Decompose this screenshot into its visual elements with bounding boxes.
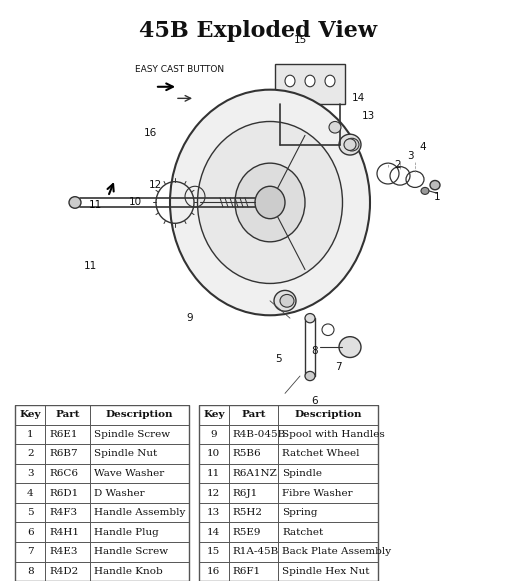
- Text: 1: 1: [27, 430, 34, 439]
- Text: 8: 8: [27, 567, 34, 576]
- Text: 45B Exploded View: 45B Exploded View: [139, 20, 377, 42]
- Text: Description: Description: [294, 410, 362, 419]
- Ellipse shape: [344, 139, 356, 150]
- Text: R4E3: R4E3: [49, 547, 78, 556]
- FancyBboxPatch shape: [275, 63, 345, 104]
- Text: Spring: Spring: [282, 508, 318, 517]
- Ellipse shape: [255, 186, 285, 219]
- Text: D Washer: D Washer: [94, 488, 144, 498]
- Text: Part: Part: [241, 410, 266, 419]
- Text: Wave Washer: Wave Washer: [94, 469, 164, 478]
- Text: R6J1: R6J1: [233, 488, 258, 498]
- Text: 16: 16: [143, 128, 157, 138]
- Text: EASY CAST BUTTON: EASY CAST BUTTON: [135, 65, 224, 74]
- Text: 10: 10: [128, 197, 142, 207]
- Ellipse shape: [345, 139, 359, 151]
- Text: Ratchet: Ratchet: [282, 528, 324, 537]
- Text: Description: Description: [105, 410, 173, 419]
- Ellipse shape: [339, 337, 361, 357]
- Text: Handle Knob: Handle Knob: [94, 567, 162, 576]
- Text: 11: 11: [207, 469, 220, 478]
- Text: Spindle: Spindle: [282, 469, 322, 478]
- Text: R5E9: R5E9: [233, 528, 261, 537]
- Text: 9: 9: [210, 430, 217, 439]
- Ellipse shape: [170, 90, 370, 315]
- Text: R4B-045B: R4B-045B: [233, 430, 286, 439]
- Ellipse shape: [329, 122, 341, 133]
- Text: 10: 10: [207, 450, 220, 458]
- Circle shape: [285, 75, 295, 87]
- Text: 5: 5: [27, 508, 34, 517]
- Text: 6: 6: [312, 396, 318, 406]
- Ellipse shape: [280, 295, 294, 307]
- Text: 9: 9: [187, 313, 193, 323]
- Text: R6A1NZ: R6A1NZ: [233, 469, 278, 478]
- Text: 14: 14: [207, 528, 220, 537]
- Text: Handle Assembly: Handle Assembly: [94, 508, 185, 517]
- Ellipse shape: [305, 313, 315, 323]
- Text: R6B7: R6B7: [49, 450, 78, 458]
- Text: Key: Key: [20, 410, 41, 419]
- Text: Spool with Handles: Spool with Handles: [282, 430, 385, 439]
- Text: 14: 14: [352, 93, 364, 103]
- Text: Ratchet Wheel: Ratchet Wheel: [282, 450, 360, 458]
- Text: R6C6: R6C6: [49, 469, 78, 478]
- Text: Back Plate Assembly: Back Plate Assembly: [282, 547, 391, 556]
- Text: Handle Screw: Handle Screw: [94, 547, 168, 556]
- Text: Spindle Screw: Spindle Screw: [94, 430, 170, 439]
- Text: R5B6: R5B6: [233, 450, 261, 458]
- Ellipse shape: [430, 180, 440, 190]
- Text: 13: 13: [361, 111, 375, 121]
- Text: 15: 15: [207, 547, 220, 556]
- Text: 8: 8: [312, 346, 318, 356]
- Text: R4F3: R4F3: [49, 508, 77, 517]
- Text: Spindle Hex Nut: Spindle Hex Nut: [282, 567, 370, 576]
- Ellipse shape: [305, 372, 315, 380]
- Text: Spindle Nut: Spindle Nut: [94, 450, 157, 458]
- Text: 11: 11: [83, 261, 97, 271]
- Text: 11: 11: [88, 200, 102, 210]
- Text: R6D1: R6D1: [49, 488, 78, 498]
- Text: R1A-45B: R1A-45B: [233, 547, 279, 556]
- Text: 7: 7: [27, 547, 34, 556]
- Text: Handle Plug: Handle Plug: [94, 528, 159, 537]
- Ellipse shape: [274, 291, 296, 311]
- Text: R5H2: R5H2: [233, 508, 263, 517]
- Text: R4H1: R4H1: [49, 528, 79, 537]
- Ellipse shape: [197, 122, 342, 284]
- Text: 5: 5: [275, 353, 281, 364]
- Circle shape: [305, 75, 315, 87]
- Text: 1: 1: [434, 192, 440, 202]
- Text: R6F1: R6F1: [233, 567, 261, 576]
- Text: Fibre Washer: Fibre Washer: [282, 488, 353, 498]
- Text: 4: 4: [420, 142, 427, 152]
- Ellipse shape: [339, 134, 361, 155]
- Bar: [16, 405, 189, 581]
- Text: Part: Part: [55, 410, 80, 419]
- Text: 13: 13: [207, 508, 220, 517]
- Text: 6: 6: [27, 528, 34, 537]
- Text: 4: 4: [27, 488, 34, 498]
- Text: Key: Key: [203, 410, 224, 419]
- Text: 3: 3: [407, 151, 413, 161]
- Text: R6E1: R6E1: [49, 430, 78, 439]
- Text: 7: 7: [334, 362, 341, 372]
- Bar: [199, 405, 377, 581]
- Text: 12: 12: [207, 488, 220, 498]
- Text: 12: 12: [148, 180, 162, 190]
- Text: 2: 2: [27, 450, 34, 458]
- Ellipse shape: [235, 163, 305, 242]
- Text: 2: 2: [394, 160, 401, 170]
- Text: 16: 16: [207, 567, 220, 576]
- Circle shape: [325, 75, 335, 87]
- Ellipse shape: [421, 187, 429, 194]
- Text: 15: 15: [293, 35, 307, 46]
- Text: R4D2: R4D2: [49, 567, 78, 576]
- Text: 3: 3: [27, 469, 34, 478]
- Ellipse shape: [69, 197, 81, 208]
